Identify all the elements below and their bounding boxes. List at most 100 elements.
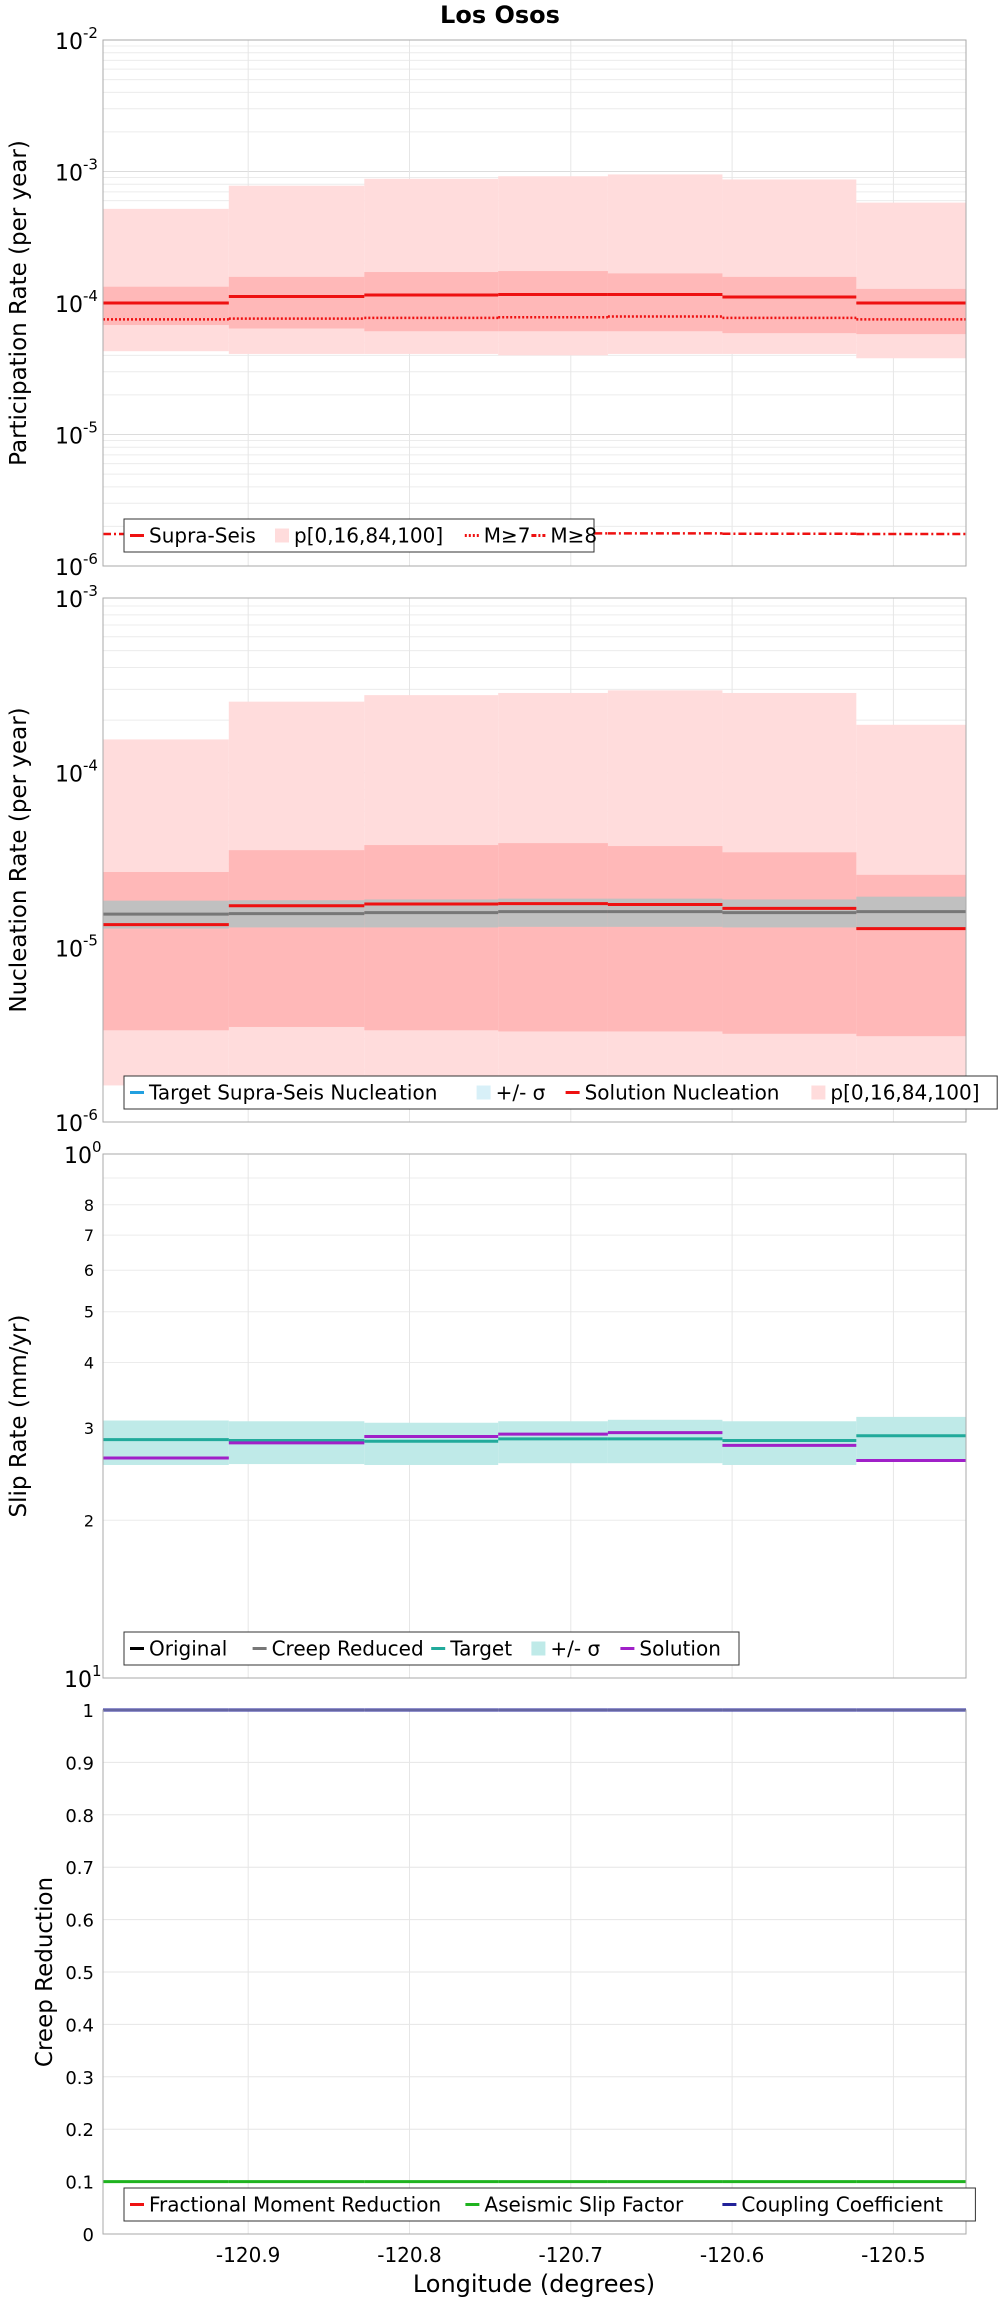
legend-swatch bbox=[531, 1641, 546, 1656]
band-segment bbox=[722, 852, 857, 1034]
legend-label: Supra-Seis bbox=[149, 524, 256, 548]
series-solution-nucleation bbox=[103, 902, 966, 931]
legend-label: Target bbox=[449, 1637, 512, 1661]
y-axis-label: Participation Rate (per year) bbox=[6, 140, 32, 466]
y-tick-exponent: -3 bbox=[83, 582, 98, 600]
legend-swatch bbox=[275, 528, 289, 543]
band-segment bbox=[103, 286, 229, 326]
band-segment bbox=[498, 271, 608, 332]
y-tick-exponent: -5 bbox=[83, 419, 98, 437]
x-tick-label: -120.9 bbox=[216, 2243, 280, 2267]
legend-swatch bbox=[811, 1085, 826, 1100]
legend-swatch bbox=[476, 1085, 491, 1100]
y-tick-label: 0 bbox=[83, 2225, 94, 2246]
y-tick-label: 10-6 bbox=[55, 1106, 98, 1137]
panel-participation: 10-6 10-5 10-4 10-3 10-2 Participation Rate (… bbox=[6, 24, 967, 581]
y-axis-label: Slip Rate (mm/yr) bbox=[6, 1315, 32, 1518]
y-tick-label: 0.5 bbox=[65, 1963, 94, 1984]
y-tick-label: 10-3 bbox=[55, 156, 98, 187]
legend-label: Solution Nucleation bbox=[585, 1081, 780, 1105]
y-tick-label: 0.4 bbox=[65, 2015, 94, 2036]
legend-label: +/- σ bbox=[496, 1081, 546, 1105]
y-tick-exponent: 0 bbox=[92, 1138, 102, 1156]
series-solution bbox=[103, 1431, 966, 1463]
y-tick-labels: 0 0.1 0.2 0.3 0.4 0.5 0.6 0.7 0.8 0.9 1 bbox=[65, 1701, 94, 2246]
x-axis-label: Longitude (degrees) bbox=[413, 2270, 655, 2298]
y-tick-label: 100 bbox=[64, 1138, 102, 1169]
band-segment bbox=[228, 850, 365, 1027]
legend-label: p[0,16,84,100] bbox=[830, 1081, 979, 1105]
band-segment bbox=[498, 843, 608, 1032]
y-tick-label: 4 bbox=[84, 1354, 94, 1373]
legend-label: Coupling Coefficient bbox=[741, 2193, 943, 2217]
y-tick-labels: 10-6 10-5 10-4 10-3 10-2 bbox=[55, 24, 98, 581]
y-tick-label: 3 bbox=[84, 1419, 94, 1438]
band-segment bbox=[103, 208, 229, 352]
y-tick-label: 10-5 bbox=[55, 419, 98, 450]
legend-label: Creep Reduced bbox=[272, 1637, 424, 1661]
y-tick-label: 101 bbox=[64, 1662, 102, 1693]
series-m-7 bbox=[103, 315, 966, 321]
y-tick-label: 0.7 bbox=[65, 1858, 94, 1879]
y-axis-label: Creep Reduction bbox=[32, 1877, 58, 2067]
y-tick-exponent: -6 bbox=[83, 1106, 98, 1124]
y-tick-label: 0.1 bbox=[65, 2173, 94, 2194]
series-supra-seis bbox=[103, 293, 966, 305]
band-segment bbox=[498, 1421, 608, 1464]
panel-creep: 0 0.1 0.2 0.3 0.4 0.5 0.6 0.7 0.8 0.9 1 Creep Reduc… bbox=[32, 1701, 976, 2246]
legend-box bbox=[123, 1075, 998, 1110]
y-tick-exponent: 1 bbox=[92, 1662, 102, 1680]
legend: Target Supra-Seis Nucleation +/- σ Solutio… bbox=[123, 1075, 998, 1110]
y-tick-exponent: -2 bbox=[83, 24, 98, 42]
panel-slip_rate: 101 2 3 4 5 6 7 8 100 Slip Rate (mm/yr) Original Cr… bbox=[6, 1138, 967, 1693]
chart-title: Los Osos bbox=[440, 1, 560, 29]
y-tick-label: 0.2 bbox=[65, 2120, 94, 2141]
legend-label: Target Supra-Seis Nucleation bbox=[148, 1081, 437, 1105]
panel-nucleation: 10-6 10-5 10-4 10-3 Nucleation Rate (per yea… bbox=[6, 582, 998, 1137]
band-segment bbox=[722, 276, 857, 334]
legend-label: M≥8 bbox=[550, 524, 597, 548]
legend-label: +/- σ bbox=[550, 1637, 600, 1661]
band-segment bbox=[722, 1421, 857, 1465]
y-tick-label: 10-4 bbox=[55, 757, 98, 788]
y-tick-exponent: -6 bbox=[83, 550, 98, 568]
y-tick-label: 0.6 bbox=[65, 1911, 94, 1932]
y-axis-label: Nucleation Rate (per year) bbox=[6, 707, 32, 1012]
x-tick-label: -120.5 bbox=[861, 2243, 925, 2267]
band-segment bbox=[607, 846, 723, 1032]
legend: Fractional Moment Reduction Aseismic Slip… bbox=[123, 2187, 976, 2222]
band-segment bbox=[364, 272, 499, 332]
series-target-supra-seis-nucleation bbox=[103, 910, 966, 916]
plot-frame bbox=[102, 39, 967, 567]
legend-label: p[0,16,84,100] bbox=[294, 524, 443, 548]
legend-box bbox=[123, 2187, 976, 2222]
x-tick-label: -120.7 bbox=[539, 2243, 603, 2267]
band-segment bbox=[856, 288, 966, 335]
y-tick-label: 10-3 bbox=[55, 582, 98, 613]
legend-label: Original bbox=[149, 1637, 227, 1661]
y-tick-label: 10-4 bbox=[55, 287, 98, 318]
y-tick-label: 7 bbox=[84, 1226, 94, 1245]
band-segment bbox=[607, 273, 723, 332]
y-tick-label: 0.3 bbox=[65, 2068, 94, 2089]
plot-frame bbox=[102, 597, 967, 1123]
y-tick-label: 8 bbox=[84, 1196, 94, 1215]
band-segment bbox=[856, 1416, 966, 1461]
x-tick-label: -120.6 bbox=[700, 2243, 764, 2267]
band-segment bbox=[856, 202, 966, 359]
y-tick-label: 1 bbox=[83, 1701, 94, 1722]
y-tick-labels: 101 2 3 4 5 6 7 8 100 bbox=[64, 1138, 102, 1693]
y-tick-labels: 10-6 10-5 10-4 10-3 bbox=[55, 582, 98, 1137]
y-tick-label: 2 bbox=[84, 1511, 94, 1530]
band-segment bbox=[607, 1419, 723, 1464]
y-tick-exponent: -5 bbox=[83, 931, 98, 949]
y-tick-label: 10-5 bbox=[55, 931, 98, 962]
legend: Original Creep Reduced Target +/- σ Solution bbox=[123, 1631, 740, 1666]
plot-frame bbox=[102, 1153, 967, 1679]
x-tick-label: -120.8 bbox=[377, 2243, 441, 2267]
band-segment bbox=[103, 871, 229, 1031]
y-tick-exponent: -4 bbox=[83, 757, 98, 775]
band-segment bbox=[364, 1422, 499, 1465]
